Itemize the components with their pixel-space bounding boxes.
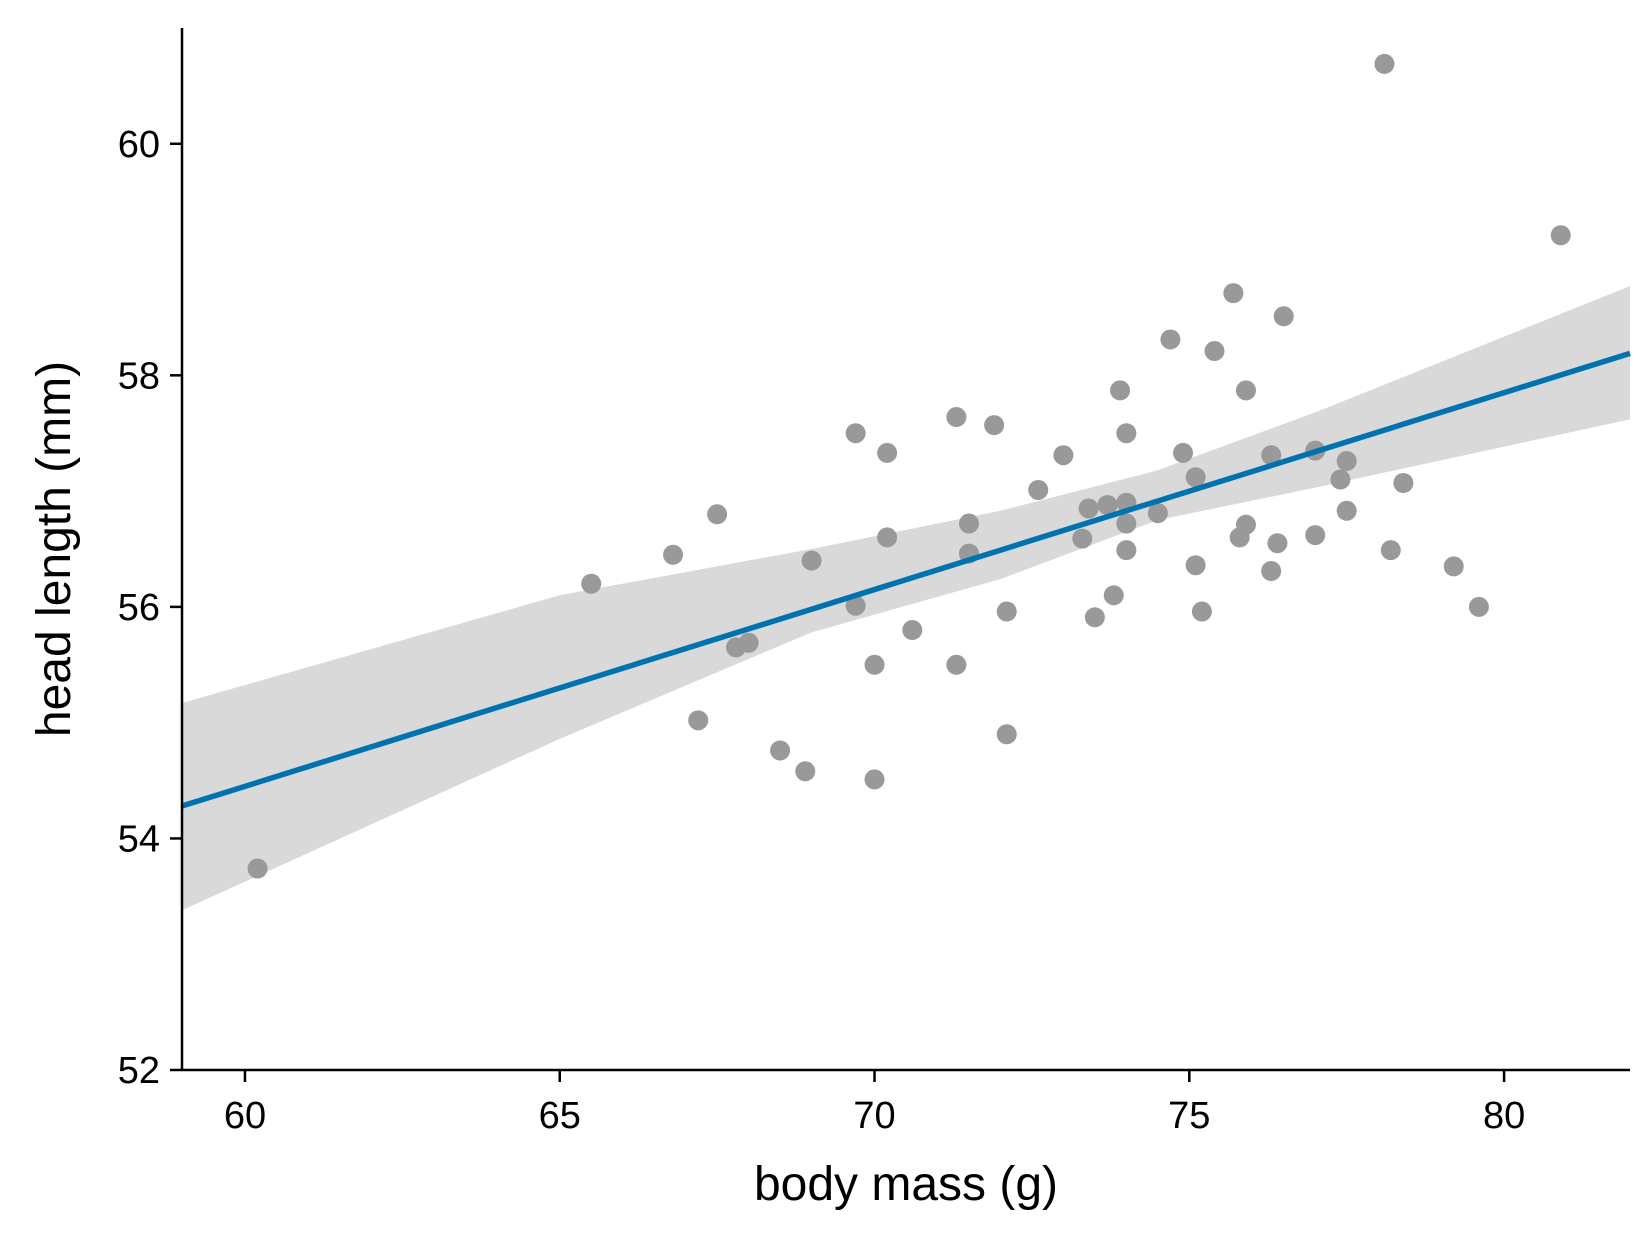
data-point-1 xyxy=(581,573,602,594)
data-point-28 xyxy=(1084,607,1105,628)
data-point-23 xyxy=(996,724,1017,745)
data-point-36 xyxy=(1147,503,1168,524)
data-point-54 xyxy=(1336,451,1357,472)
data-point-47 xyxy=(1261,445,1282,466)
data-point-17 xyxy=(946,654,967,675)
data-point-37 xyxy=(1160,329,1181,350)
data-point-60 xyxy=(1468,596,1489,617)
data-point-55 xyxy=(1336,500,1357,521)
y-tick-label-0: 52 xyxy=(118,1050,160,1092)
y-ticks: 52 54 56 58 60 xyxy=(118,124,182,1092)
data-point-31 xyxy=(1110,380,1131,401)
data-point-19 xyxy=(958,513,979,534)
points-layer xyxy=(247,53,1571,879)
data-point-46 xyxy=(1235,380,1256,401)
data-point-34 xyxy=(1116,423,1137,444)
data-point-52 xyxy=(1305,525,1326,546)
data-point-43 xyxy=(1223,283,1244,304)
data-point-35 xyxy=(1116,540,1137,561)
data-point-50 xyxy=(1273,306,1294,327)
data-point-21 xyxy=(984,415,1005,436)
x-tick-label-0: 60 xyxy=(224,1095,266,1137)
confidence-band xyxy=(182,286,1630,911)
data-point-16 xyxy=(902,620,923,641)
y-tick-label-3: 58 xyxy=(118,355,160,397)
x-ticks: 60 65 70 75 80 xyxy=(224,1070,1525,1137)
axes-layer xyxy=(180,28,1630,1072)
data-point-9 xyxy=(801,550,822,571)
data-point-40 xyxy=(1185,555,1206,576)
data-point-56 xyxy=(1374,53,1395,74)
data-point-4 xyxy=(707,504,728,525)
data-point-8 xyxy=(795,761,816,782)
x-tick-label-4: 80 xyxy=(1483,1095,1525,1137)
data-point-48 xyxy=(1261,560,1282,581)
data-point-57 xyxy=(1380,540,1401,561)
fit-line-layer xyxy=(181,350,1631,809)
data-point-12 xyxy=(864,654,885,675)
data-point-7 xyxy=(770,740,791,761)
confidence-band-layer xyxy=(182,286,1630,911)
x-axis-label: body mass (g) xyxy=(754,1158,1058,1211)
data-point-2 xyxy=(663,544,684,565)
data-point-61 xyxy=(1550,225,1571,246)
data-point-24 xyxy=(1028,479,1049,500)
x-tick-label-2: 70 xyxy=(853,1095,895,1137)
data-point-42 xyxy=(1204,341,1225,362)
data-point-27 xyxy=(1078,498,1099,519)
y-axis-label: head length (mm) xyxy=(28,361,81,737)
data-point-49 xyxy=(1267,533,1288,554)
data-point-59 xyxy=(1443,556,1464,577)
data-point-39 xyxy=(1185,467,1206,488)
x-tick-label-3: 75 xyxy=(1168,1095,1210,1137)
data-point-45 xyxy=(1235,514,1256,535)
data-point-26 xyxy=(1072,528,1093,549)
data-point-10 xyxy=(845,595,866,616)
data-point-22 xyxy=(996,601,1017,622)
fit-line xyxy=(181,350,1631,809)
data-point-29 xyxy=(1097,495,1118,516)
data-point-15 xyxy=(877,442,898,463)
data-point-30 xyxy=(1103,585,1124,606)
data-point-3 xyxy=(688,710,709,731)
data-point-14 xyxy=(877,527,898,548)
x-tick-label-1: 65 xyxy=(539,1095,581,1137)
data-point-0 xyxy=(247,858,268,879)
data-point-41 xyxy=(1191,601,1212,622)
data-point-18 xyxy=(946,407,967,428)
data-point-38 xyxy=(1173,442,1194,463)
data-point-6 xyxy=(738,632,759,653)
data-point-25 xyxy=(1053,445,1074,466)
data-point-11 xyxy=(845,423,866,444)
y-tick-label-4: 60 xyxy=(118,124,160,166)
y-tick-label-2: 56 xyxy=(118,587,160,629)
data-point-53 xyxy=(1330,469,1351,490)
data-point-13 xyxy=(864,769,885,790)
y-tick-label-1: 54 xyxy=(118,818,160,860)
data-point-33 xyxy=(1116,513,1137,534)
data-point-58 xyxy=(1393,473,1414,494)
